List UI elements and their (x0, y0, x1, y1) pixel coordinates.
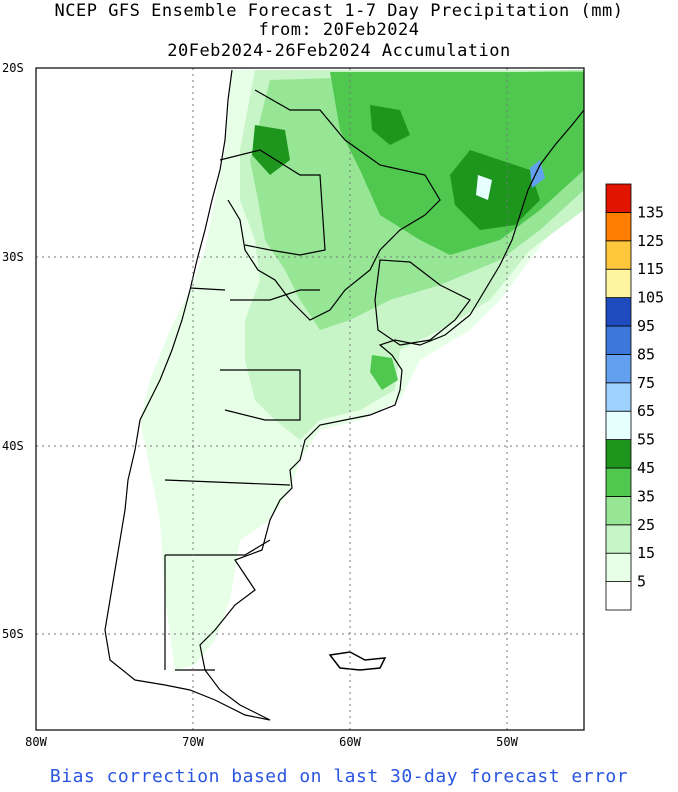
country-borders (227, 89, 441, 321)
legend-label: 135 (637, 203, 664, 221)
legend-label: 85 (637, 345, 655, 363)
accumulation-period: 20Feb2024-26Feb2024 Accumulation (167, 41, 511, 61)
lat-label: 50S (2, 627, 24, 641)
legend-label: 75 (637, 374, 655, 392)
map-area (35, 67, 585, 731)
precip-buenos-aires (370, 355, 398, 390)
legend-label: 5 (637, 573, 646, 591)
lat-label: 30S (2, 250, 24, 264)
bias-correction-note: Bias correction based on last 30-day for… (49, 766, 629, 787)
precipitation-shading (140, 70, 584, 670)
legend-swatch (605, 524, 632, 554)
legend-swatch (605, 183, 632, 213)
lat-label: 40S (2, 439, 24, 453)
forecast-start-date: from: 20Feb2024 (258, 20, 420, 40)
legend-label: 35 (637, 487, 655, 505)
legend-label: 95 (637, 317, 655, 335)
precip-75-85-area (530, 160, 545, 188)
legend-label: 45 (637, 459, 655, 477)
legend-swatch (605, 382, 632, 412)
legend-swatch (605, 353, 632, 384)
precip-legend: 5 15 25 35 45 55 65 75 85 95 105 115 125 135 (605, 183, 664, 611)
map-title: NCEP GFS Ensemble Forecast 1-7 Day Preci… (54, 1, 624, 21)
legend-label: 55 (637, 431, 655, 449)
legend-swatch (605, 495, 632, 526)
legend-swatch (605, 211, 632, 242)
legend-label: 25 (637, 516, 655, 534)
legend-swatch (605, 439, 632, 469)
legend-swatch (605, 325, 632, 355)
latitude-labels: 20S 30S 40S 50S (2, 61, 24, 641)
lon-label: 60W (339, 735, 361, 749)
longitude-labels: 80W 70W 60W 50W (25, 735, 518, 749)
province-borders (164, 149, 326, 671)
legend-label: 115 (637, 260, 664, 278)
precip-55-65-area (476, 175, 492, 200)
uruguay-border (374, 259, 471, 346)
precip-45-55-area (450, 150, 540, 230)
legend-swatch (605, 410, 632, 441)
coastlines-borders (104, 69, 585, 721)
precip-45-55-area-2 (370, 105, 410, 145)
legend-swatch (605, 268, 632, 299)
lon-label: 50W (496, 735, 518, 749)
legend-swatch (605, 581, 632, 611)
legend-label: 15 (637, 544, 655, 562)
legend-swatch (605, 467, 632, 497)
lat-label: 20S (2, 61, 24, 75)
graticule (36, 68, 584, 730)
falkland-islands (328, 651, 387, 671)
coastline (104, 69, 585, 721)
lon-label: 80W (25, 735, 47, 749)
legend-swatch (605, 552, 632, 583)
lon-label: 70W (182, 735, 204, 749)
legend-label: 125 (637, 232, 664, 250)
legend-swatch (605, 240, 632, 270)
map-border (35, 67, 585, 731)
legend-label: 65 (637, 402, 655, 420)
legend-label: 105 (637, 289, 664, 307)
legend-swatch (605, 297, 632, 327)
ireland (189, 287, 226, 291)
